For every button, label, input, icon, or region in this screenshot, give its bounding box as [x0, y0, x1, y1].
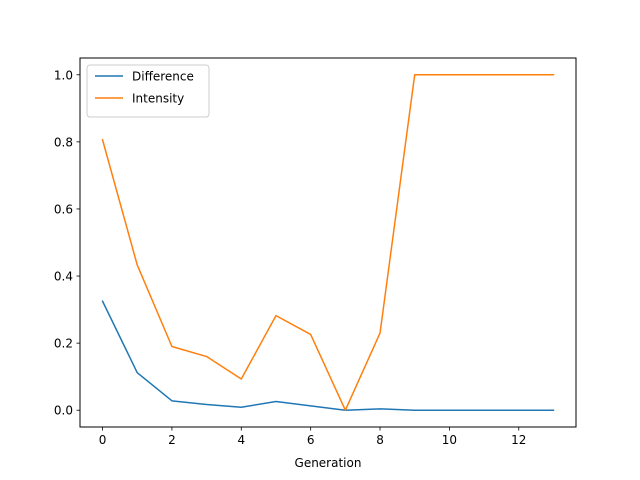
legend: Difference Intensity	[86, 64, 210, 118]
x-axis-label: Generation	[295, 456, 362, 470]
x-tick-label: 8	[376, 433, 384, 447]
x-tick-label: 2	[168, 433, 176, 447]
x-tick-label: 6	[307, 433, 315, 447]
y-tick-label: 0.2	[54, 337, 73, 351]
series-layer	[101, 74, 555, 411]
y-tick-label: 1.0	[54, 68, 73, 82]
y-tick-label: 0.4	[54, 270, 73, 284]
y-tick-label: 0.8	[54, 135, 73, 149]
x-tick-label: 12	[511, 433, 526, 447]
y-axis-ticks: 0.0 0.2 0.4 0.6 0.8 1.0	[54, 68, 80, 418]
x-tick-label: 10	[442, 433, 457, 447]
y-tick-label: 0.6	[54, 202, 73, 216]
legend-label-intensity: Intensity	[132, 92, 184, 106]
plot-area: 0 2 4 6 8 10 12 0.0 0.2 0.4 0.6 0.8 1.0	[54, 57, 577, 447]
axes-frame	[79, 57, 577, 428]
x-tick-label: 0	[99, 433, 107, 447]
series-line-difference	[101, 300, 555, 411]
legend-label-difference: Difference	[132, 70, 194, 84]
y-tick-label: 0.0	[54, 404, 73, 418]
legend-box	[86, 64, 210, 118]
series-line-intensity	[101, 74, 555, 411]
x-tick-label: 4	[237, 433, 245, 447]
x-axis-ticks: 0 2 4 6 8 10 12	[99, 427, 526, 447]
